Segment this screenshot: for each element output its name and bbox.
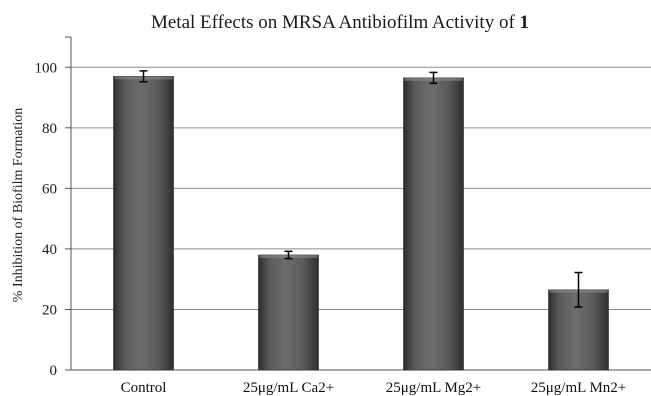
- chart-title-bold: 1: [520, 12, 530, 33]
- bars: [113, 70, 609, 371]
- y-tick-label: 60: [42, 181, 57, 197]
- x-category-label: Control: [121, 380, 167, 396]
- bar-group: [548, 271, 609, 371]
- bar: [258, 254, 319, 371]
- y-tick-label: 80: [42, 121, 57, 137]
- bar: [113, 76, 174, 371]
- y-tick-label: 0: [50, 363, 58, 379]
- x-category-label: 25μg/mL Mg2+: [386, 380, 482, 396]
- chart-title: Metal Effects on MRSA Antibiofilm Activi…: [151, 12, 529, 33]
- chart-title-text: Metal Effects on MRSA Antibiofilm Activi…: [151, 12, 520, 33]
- bar-group: [258, 250, 319, 371]
- x-category-label: 25μg/mL Mn2+: [531, 380, 627, 396]
- y-tick-label: 20: [42, 302, 57, 318]
- y-axis-title: % Inhibition of Biofilm Formation: [11, 108, 26, 302]
- bar-group: [403, 71, 464, 371]
- bar: [403, 77, 464, 371]
- bar-group: [113, 70, 174, 371]
- x-category-label: 25μg/mL Ca2+: [243, 380, 334, 396]
- y-tick-label: 40: [42, 242, 57, 258]
- y-tick-label: 100: [35, 60, 58, 76]
- x-axis-labels: Control 25μg/mL Ca2+ 25μg/mL Mg2+ 25μg/mL M…: [121, 380, 627, 396]
